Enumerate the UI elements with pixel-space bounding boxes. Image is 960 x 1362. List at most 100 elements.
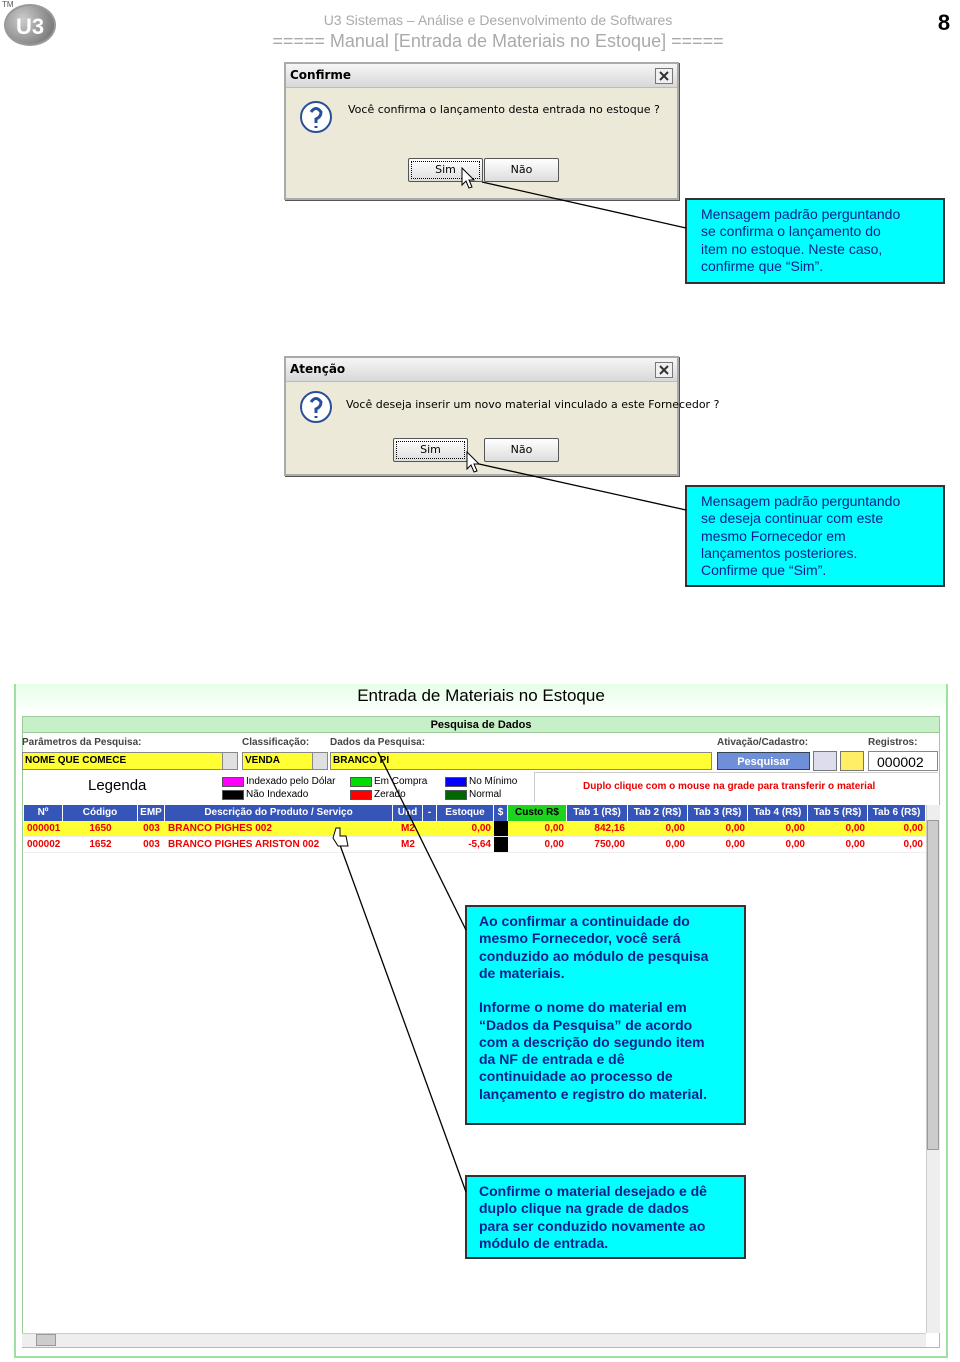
- h-scrollbar: [22, 1333, 926, 1347]
- callout-line: mesmo Fornecedor, você será: [479, 930, 681, 947]
- column-header: Tab 5 (R$): [808, 805, 868, 821]
- grid-cell[interactable]: [494, 821, 508, 837]
- page-number: 8: [937, 10, 951, 35]
- grid-cell[interactable]: M2: [393, 837, 423, 853]
- grid-cell[interactable]: 0,00: [868, 821, 926, 837]
- manual-title: ===== Manual [Entrada de Materiais no Es…: [272, 31, 724, 51]
- callout-line: duplo clique na grade de dados: [479, 1200, 690, 1217]
- callout-line: se deseja continuar com este: [701, 510, 884, 527]
- grid-cell[interactable]: 0,00: [437, 821, 494, 837]
- column-header: Tab 3 (R$): [688, 805, 748, 821]
- grid-cell[interactable]: 0,00: [628, 837, 688, 853]
- column-header: Tab 1 (R$): [567, 805, 628, 821]
- grid-cell[interactable]: 003: [138, 821, 165, 837]
- callout-line: Mensagem padrão perguntando: [701, 493, 901, 509]
- column-header: Tab 2 (R$): [628, 805, 688, 821]
- grid-cell[interactable]: 0,00: [808, 837, 868, 853]
- connector: [339, 844, 467, 1193]
- callout-line: módulo de entrada.: [479, 1234, 609, 1251]
- column-header: EMP: [138, 805, 165, 821]
- legend-label: No Mínimo: [469, 776, 518, 787]
- column-header: Tab 6 (R$): [868, 805, 926, 821]
- connector: [481, 181, 687, 229]
- legend-title: Legenda: [88, 777, 147, 794]
- hint-box: [534, 772, 938, 802]
- dropdown-arrow[interactable]: [222, 753, 237, 769]
- callout-line: Ao confirmar a continuidade do: [479, 913, 690, 929]
- dialog-button[interactable]: Não: [484, 158, 559, 182]
- callout-line: “Dados da Pesquisa” de acordo: [479, 1016, 693, 1033]
- question-icon: [300, 391, 332, 423]
- callout-line: continuidade ao processo de: [479, 1068, 673, 1085]
- column-header: Descrição do Produto / Serviço: [165, 805, 393, 821]
- save-button[interactable]: [813, 751, 837, 771]
- field-label: Ativação/Cadastro:: [717, 737, 809, 748]
- grid-cell[interactable]: 0,00: [688, 821, 748, 837]
- grid-cell[interactable]: 1652: [63, 837, 138, 853]
- field-label: Parâmetros da Pesquisa:: [22, 737, 142, 748]
- grid-cell[interactable]: 1650: [63, 821, 138, 837]
- grid-cell[interactable]: 003: [138, 837, 165, 853]
- records: 000002: [868, 751, 938, 771]
- dialog-message: Você deseja inserir um novo material vin…: [346, 398, 720, 411]
- grid-cell[interactable]: 750,00: [567, 837, 628, 853]
- close-icon: [659, 365, 669, 375]
- legend-label: Em Compra: [374, 776, 428, 787]
- callout-line: para ser conduzido novamente ao: [479, 1217, 706, 1234]
- callout-line: da NF de entrada e dê: [479, 1051, 625, 1068]
- dialog-message: Você confirma o lançamento desta entrada…: [348, 103, 660, 116]
- grid-cell[interactable]: M2: [393, 821, 423, 837]
- grid-cell[interactable]: 0,00: [688, 837, 748, 853]
- search-button[interactable]: Pesquisar: [717, 752, 810, 770]
- legend-label: Normal: [469, 789, 502, 800]
- callout-line: lançamento e registro do material.: [479, 1085, 707, 1102]
- column-header: Estoque: [437, 805, 494, 821]
- column-header: $: [494, 805, 508, 821]
- grid-cell[interactable]: 000002: [24, 837, 63, 853]
- v-thumb: [927, 820, 939, 1150]
- dropdown-arrow[interactable]: [312, 753, 327, 769]
- column-header: -: [423, 805, 437, 821]
- legend-swatch: [350, 777, 372, 787]
- grid-cell[interactable]: 0,00: [808, 821, 868, 837]
- callout: [465, 905, 746, 1125]
- question-icon: [300, 101, 332, 133]
- grid-cell[interactable]: 000001: [24, 821, 63, 837]
- callout-line: Informe o nome do material em: [479, 999, 687, 1016]
- dialog-title: Atenção: [290, 362, 346, 376]
- grid-cell[interactable]: -5,64: [437, 837, 494, 853]
- grid-cell[interactable]: 0,00: [748, 821, 808, 837]
- search-field[interactable]: NOME QUE COMECE: [22, 752, 238, 770]
- exit-button[interactable]: [840, 751, 864, 771]
- dialog-title: Confirme: [290, 68, 352, 82]
- logo-tm: TM: [2, 0, 14, 9]
- grid-cell[interactable]: 0,00: [628, 821, 688, 837]
- grid-cell[interactable]: 842,16: [567, 821, 628, 837]
- legend-swatch: [222, 777, 244, 787]
- search-field[interactable]: BRANCO PI: [330, 752, 712, 770]
- field-label: Registros:: [868, 737, 918, 748]
- callout: [685, 198, 945, 284]
- callout-line: mesmo Fornecedor em: [701, 527, 846, 544]
- callout-line: Mensagem padrão perguntando: [701, 206, 901, 222]
- callout-line: confirme que “Sim”.: [701, 257, 824, 274]
- dialog-button[interactable]: Não: [484, 438, 559, 462]
- grid-cell[interactable]: 0,00: [748, 837, 808, 853]
- field-label: Dados da Pesquisa:: [330, 737, 426, 748]
- legend-label: Indexado pelo Dólar: [246, 776, 336, 787]
- callout-line: de materiais.: [479, 964, 565, 981]
- grid-cell[interactable]: [494, 837, 508, 853]
- logo: U3: [4, 4, 56, 46]
- grid-cell[interactable]: 0,00: [868, 837, 926, 853]
- legend-label: Não Indexado: [246, 789, 309, 800]
- field-label: Classificação:: [242, 737, 310, 748]
- hint: Duplo clique com o mouse na grade para t…: [583, 781, 876, 792]
- grid-cell[interactable]: 0,00: [508, 837, 567, 853]
- legend-swatch: [445, 777, 467, 787]
- search-field[interactable]: VENDA: [242, 752, 328, 770]
- dialog-button[interactable]: Sim: [393, 438, 468, 462]
- grid-cell[interactable]: [423, 821, 437, 837]
- mouse-cursor: [461, 166, 476, 189]
- grid-cell[interactable]: 0,00: [508, 821, 567, 837]
- callout-line: lançamentos posteriores.: [701, 544, 858, 561]
